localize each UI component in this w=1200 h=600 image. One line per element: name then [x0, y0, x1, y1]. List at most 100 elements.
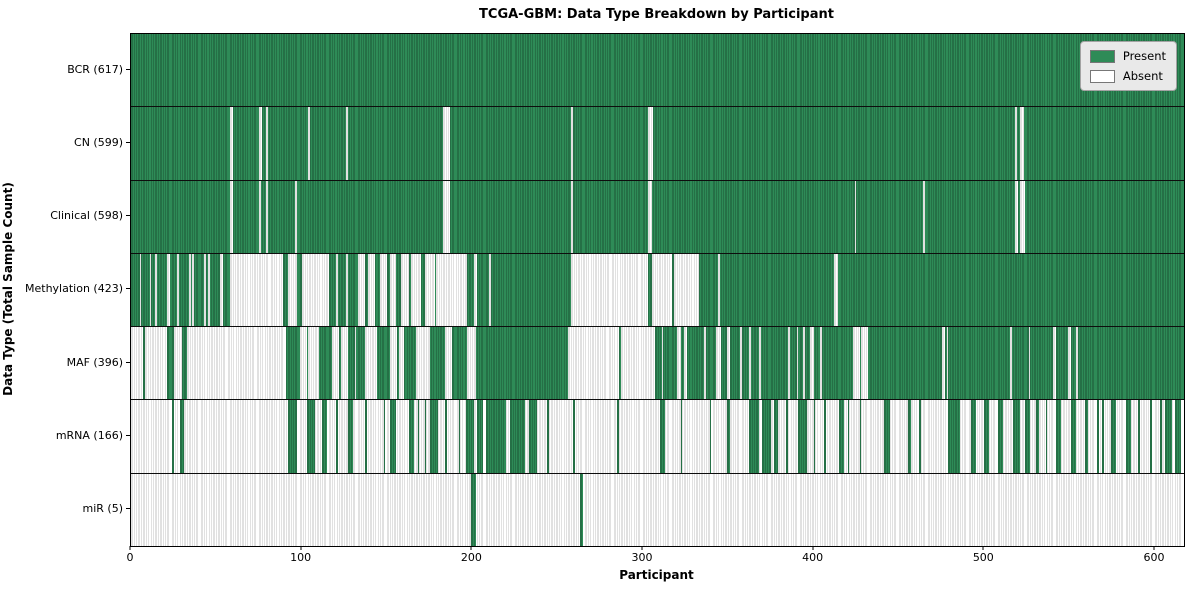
absent-segment: [651, 253, 672, 327]
absent-segment: [810, 327, 814, 400]
present-segment: [429, 400, 439, 473]
absent-segment: [788, 327, 790, 400]
x-tick-label: 600: [1143, 551, 1165, 564]
legend-item-present: Present: [1089, 49, 1166, 63]
absent-segment: [346, 107, 348, 180]
x-tick-200: 200: [461, 546, 482, 564]
present-segment: [839, 400, 845, 473]
plot-area: Present Absent: [130, 33, 1185, 547]
legend: Present Absent: [1079, 41, 1177, 91]
present-segment: [573, 400, 575, 473]
absent-segment: [718, 253, 720, 327]
x-tick-400: 400: [802, 546, 823, 564]
row-label: mRNA (166): [55, 428, 123, 442]
present-segment: [786, 400, 789, 473]
absent-segment: [332, 327, 340, 400]
legend-swatch-absent-icon: [1089, 69, 1115, 83]
present-segment: [347, 400, 353, 473]
absent-segment: [189, 253, 191, 327]
absent-segment: [390, 327, 398, 400]
absent-segment: [368, 253, 376, 327]
present-segment: [883, 400, 891, 473]
present-segment: [306, 400, 316, 473]
absent-segment: [861, 327, 869, 400]
y-tick-mark: [126, 434, 130, 436]
x-tick-mark: [812, 546, 814, 550]
y-tick-mark: [126, 215, 130, 217]
absent-segment: [1020, 180, 1026, 253]
absent-segment: [677, 327, 681, 400]
present-segment: [335, 400, 338, 473]
present-segment: [485, 400, 507, 473]
present-segment: [1110, 400, 1116, 473]
present-segment: [984, 400, 990, 473]
absent-segment: [400, 253, 410, 327]
absent-segment: [571, 253, 649, 327]
present-segment: [762, 400, 771, 473]
absent-segment: [177, 253, 179, 327]
absent-segment: [796, 327, 799, 400]
x-tick-mark: [129, 546, 131, 550]
y-tick-bcr: BCR (617): [0, 33, 130, 106]
present-segment: [1045, 400, 1048, 473]
present-segment: [424, 400, 427, 473]
absent-segment: [445, 327, 452, 400]
present-segment: [907, 400, 911, 473]
absent-segment: [443, 107, 451, 180]
present-segment: [970, 400, 976, 473]
absent-segment: [207, 253, 210, 327]
y-tick-maf: MAF (396): [0, 326, 130, 399]
x-tick-500: 500: [973, 546, 994, 564]
x-tick-label: 400: [802, 551, 824, 564]
absent-segment: [436, 253, 468, 327]
absent-segment: [1015, 107, 1017, 180]
absent-segment: [204, 253, 207, 327]
present-segment: [617, 400, 620, 473]
present-segment: [458, 400, 461, 473]
heatmap-row-mrna: [131, 399, 1184, 473]
y-tick-mark: [126, 507, 130, 509]
present-segment: [859, 400, 862, 473]
legend-swatch-present-icon: [1089, 49, 1115, 63]
absent-segment: [726, 327, 731, 400]
y-tick-mark: [126, 142, 130, 144]
absent-segment: [354, 327, 357, 400]
absent-segment: [474, 253, 478, 327]
absent-segment: [571, 107, 574, 180]
absent-segment: [740, 327, 742, 400]
absent-segment: [340, 327, 348, 400]
present-segment: [364, 400, 367, 473]
present-segment: [948, 400, 961, 473]
x-tick-labels: 0 100 200 300 400 500 600: [126, 546, 1183, 566]
row-label: BCR (617): [67, 63, 123, 77]
heatmap-rows: [131, 34, 1184, 546]
present-segment: [579, 473, 584, 546]
x-tick-mark: [300, 546, 302, 550]
present-segment: [1125, 400, 1132, 473]
absent-segment: [648, 107, 654, 180]
present-segment: [383, 400, 386, 473]
absent-segment: [288, 253, 297, 327]
absent-segment: [380, 253, 387, 327]
present-segment: [774, 400, 778, 473]
absent-segment: [229, 253, 283, 327]
heatmap-row-bcr: [131, 34, 1184, 107]
absent-segment: [192, 253, 195, 327]
absent-segment: [335, 253, 338, 327]
absent-segment: [803, 327, 806, 400]
absent-segment: [1009, 327, 1012, 400]
x-tick-label: 0: [126, 551, 134, 564]
x-tick-600: 600: [1143, 546, 1164, 564]
absent-segment: [673, 253, 700, 327]
present-segment: [1085, 400, 1089, 473]
x-tick-mark: [982, 546, 984, 550]
absent-segment: [265, 180, 268, 253]
absent-segment: [357, 253, 365, 327]
present-segment: [919, 400, 922, 473]
absent-segment: [364, 327, 377, 400]
absent-segment: [834, 253, 838, 327]
absent-segment: [416, 327, 430, 400]
present-segment: [726, 400, 731, 473]
present-segment: [445, 400, 447, 473]
present-segment: [1149, 400, 1152, 473]
